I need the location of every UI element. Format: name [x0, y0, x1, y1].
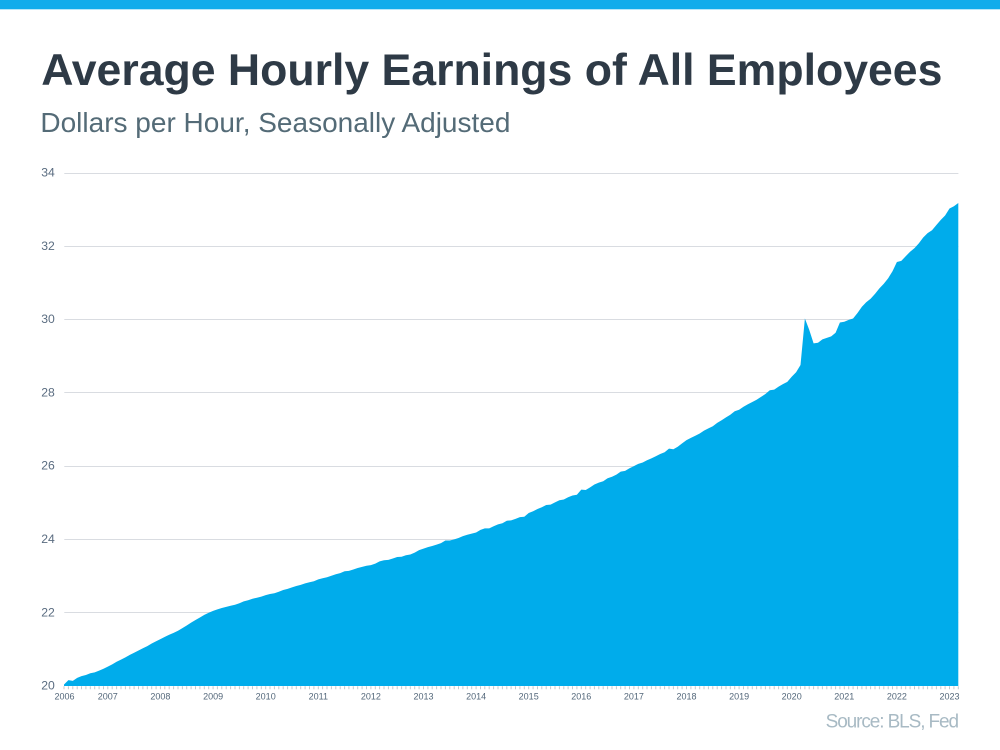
svg-text:2009: 2009: [203, 692, 223, 702]
svg-text:2010: 2010: [256, 692, 276, 702]
svg-text:2006: 2006: [54, 692, 74, 702]
svg-text:28: 28: [41, 386, 55, 400]
svg-text:Source: BLS, Fed: Source: BLS, Fed: [826, 712, 959, 733]
svg-text:2012: 2012: [361, 692, 381, 702]
svg-text:34: 34: [41, 166, 55, 180]
svg-text:2015: 2015: [519, 692, 539, 702]
svg-text:2022: 2022: [887, 692, 907, 702]
svg-text:20: 20: [41, 679, 55, 693]
svg-text:2013: 2013: [413, 692, 433, 702]
svg-text:2020: 2020: [782, 692, 802, 702]
svg-text:2017: 2017: [624, 692, 644, 702]
svg-text:2008: 2008: [150, 692, 170, 702]
svg-text:32: 32: [41, 239, 55, 253]
svg-text:2007: 2007: [98, 692, 118, 702]
svg-text:2018: 2018: [676, 692, 696, 702]
svg-text:30: 30: [41, 312, 55, 326]
svg-text:2023: 2023: [939, 692, 959, 702]
svg-text:2016: 2016: [571, 692, 591, 702]
svg-text:2019: 2019: [729, 692, 749, 702]
svg-text:Dollars per Hour, Seasonally A: Dollars per Hour, Seasonally Adjusted: [40, 107, 510, 138]
svg-text:2021: 2021: [834, 692, 854, 702]
svg-text:2014: 2014: [466, 692, 486, 702]
svg-text:26: 26: [41, 459, 55, 473]
svg-text:Average Hourly Earnings of All: Average Hourly Earnings of All Employees: [41, 46, 942, 95]
svg-text:22: 22: [41, 605, 55, 619]
svg-text:24: 24: [41, 532, 55, 546]
svg-text:2011: 2011: [309, 692, 328, 702]
